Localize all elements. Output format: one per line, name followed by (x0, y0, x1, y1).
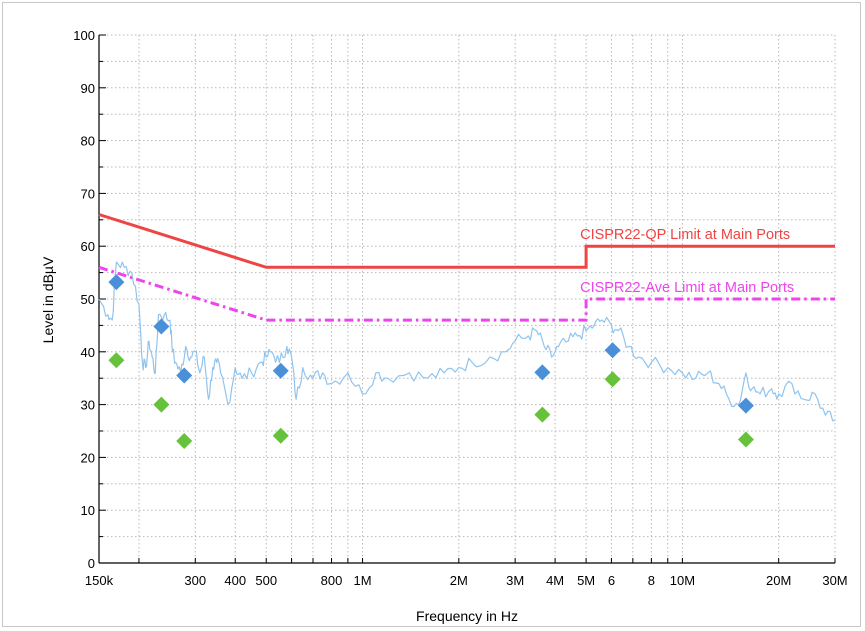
x-tick-label: 4M (546, 573, 564, 588)
trace-line (98, 261, 836, 422)
limit-lines (98, 213, 835, 322)
labels: CISPR22-QP Limit at Main Ports CISPR22-Av… (580, 227, 794, 296)
grid (99, 34, 836, 564)
qp-limit-line (98, 213, 835, 269)
y-tick-label: 50 (81, 292, 95, 307)
x-tick-label: 800 (321, 573, 343, 588)
qp-marker (737, 397, 754, 414)
y-tick-label: 70 (81, 186, 95, 201)
qp-marker (604, 342, 621, 359)
y-tick-label: 90 (81, 81, 95, 96)
ave-limit-label: CISPR22-Ave Limit at Main Ports (580, 280, 794, 296)
x-tick-label: 8 (648, 573, 655, 588)
qp-marker (108, 274, 125, 291)
y-tick-label: 30 (81, 398, 95, 413)
ave-marker (604, 371, 621, 388)
ave-marker (272, 427, 289, 444)
x-tick-label: 20M (766, 573, 791, 588)
x-tick-label: 30M (822, 573, 847, 588)
qp-marker (534, 364, 551, 381)
y-tick-label: 40 (81, 345, 95, 360)
ave-limit-line (98, 265, 835, 322)
ave-marker (153, 396, 170, 413)
markers (108, 274, 754, 450)
qp-marker (153, 318, 170, 335)
ave-marker (108, 352, 125, 369)
x-tick-label: 400 (224, 573, 246, 588)
y-tick-label: 20 (81, 450, 95, 465)
y-tick-label: 10 (81, 503, 95, 518)
ave-marker (176, 433, 193, 450)
y-tick-label: 60 (81, 239, 95, 254)
x-axis-label: Frequency in Hz (416, 608, 518, 624)
x-tick-label: 300 (184, 573, 206, 588)
qp-marker (176, 367, 193, 384)
x-tick-label: 150k (85, 573, 114, 588)
ave-marker (534, 406, 551, 423)
y-tick-label: 80 (81, 134, 95, 149)
y-axis-label: Level in dBµV (40, 256, 56, 343)
x-tick-label: 6 (608, 573, 615, 588)
x-tick-label: 5M (577, 573, 595, 588)
qp-marker (272, 362, 289, 379)
y-tick-label: 100 (73, 28, 95, 43)
measurement-trace (98, 261, 836, 422)
ave-marker (737, 431, 754, 448)
x-tick-label: 1M (354, 573, 372, 588)
qp-limit-label: CISPR22-QP Limit at Main Ports (580, 227, 790, 243)
x-tick-label: 3M (506, 573, 524, 588)
x-tick-label: 2M (450, 573, 468, 588)
axes: 0 10 20 30 40 50 60 70 80 90 100 150k 300 400 500 800 1M… (73, 28, 847, 588)
x-tick-label: 500 (255, 573, 277, 588)
x-tick-label: 10M (670, 573, 695, 588)
y-tick-label: 0 (88, 556, 95, 571)
